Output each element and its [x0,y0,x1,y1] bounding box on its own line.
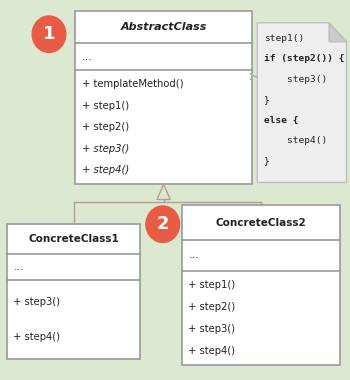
Text: + step4(): + step4() [82,165,129,175]
Polygon shape [257,23,346,182]
Text: ...: ... [188,250,199,260]
Text: ...: ... [82,52,92,62]
Text: + step1(): + step1() [188,280,236,290]
Text: AbstractClass: AbstractClass [120,22,207,32]
Text: 2: 2 [156,215,169,233]
Text: ConcreteClass2: ConcreteClass2 [215,218,306,228]
Text: + templateMethod(): + templateMethod() [82,79,183,89]
Bar [7,224,140,359]
Text: step1(): step1() [264,34,304,43]
Text: 1: 1 [43,25,55,43]
Text: + step3(): + step3() [188,324,235,334]
Text: + step2(): + step2() [82,122,129,132]
Text: + step2(): + step2() [188,302,236,312]
Polygon shape [329,23,346,42]
Circle shape [32,16,66,52]
Text: + step1(): + step1() [82,101,129,111]
Text: + step3(): + step3() [13,297,60,307]
Text: + step4(): + step4() [188,345,235,356]
Text: else {: else { [264,116,298,125]
Text: + step4(): + step4() [13,332,60,342]
Text: + step3(): + step3() [82,144,129,154]
Polygon shape [157,184,170,200]
Text: step3(): step3() [264,74,327,84]
Text: step4(): step4() [264,136,327,145]
Text: if (step2()) {: if (step2()) { [264,54,344,63]
Text: ...: ... [13,262,24,272]
Text: }: } [264,157,269,165]
Text: }: } [264,95,269,104]
Bar [182,205,340,365]
Text: ConcreteClass1: ConcreteClass1 [28,234,119,244]
Circle shape [146,206,180,242]
Bar [75,11,252,184]
